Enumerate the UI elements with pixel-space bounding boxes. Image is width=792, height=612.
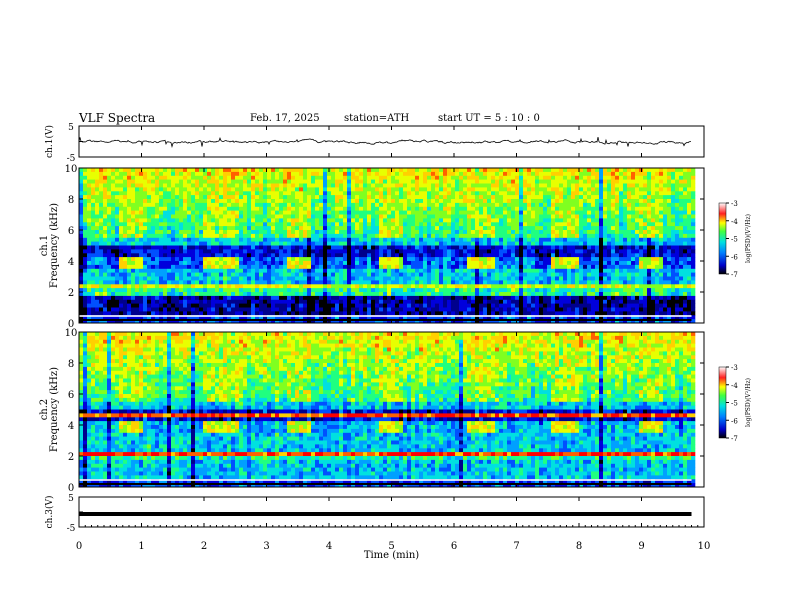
ytick-label-ch1: 8	[68, 195, 74, 206]
ytick-label-ch2: 10	[65, 328, 78, 339]
xtick-label: 6	[451, 541, 457, 552]
colorbar-tick-ch1: -6	[731, 253, 738, 261]
xtick-label: 0	[76, 541, 82, 552]
ylabel-frequency-ch1: Frequency (kHz)	[49, 203, 60, 288]
xtick-label: 2	[201, 541, 207, 552]
colorbar-ch1	[719, 203, 726, 274]
xtick-label: 8	[576, 541, 582, 552]
spectrogram-ch2	[79, 332, 695, 487]
xtick-label: 9	[638, 541, 644, 552]
ch1-waveform-ylabel: ch.1(V)	[44, 125, 55, 158]
ytick-label-ch1: 2	[68, 288, 74, 299]
xtick-label: 7	[513, 541, 519, 552]
ch1-waveform-ytick-top: 5	[68, 123, 74, 133]
ytick-label-ch1: 10	[65, 164, 78, 175]
xaxis-label: Time (min)	[364, 550, 419, 561]
colorbar-tick-ch2: -6	[731, 417, 738, 425]
colorbar-tick-ch1: -7	[731, 271, 738, 279]
ytick-label-ch1: 4	[68, 257, 74, 268]
colorbar-label-ch2: log(PSD)(V²/Hz)	[745, 378, 752, 427]
ylabel-frequency-ch2: Frequency (kHz)	[49, 367, 60, 452]
xtick-label: 4	[326, 541, 332, 552]
colorbar-tick-ch2: -5	[731, 400, 738, 408]
colorbar-tick-ch2: -4	[731, 382, 738, 390]
ytick-label-ch2: 4	[68, 421, 74, 432]
colorbar-tick-ch2: -7	[731, 435, 738, 443]
xtick-label: 10	[698, 541, 711, 552]
ytick-label-ch2: 2	[68, 452, 74, 463]
ytick-label-ch2: 8	[68, 359, 74, 370]
ytick-label-ch2: 0	[68, 483, 74, 494]
ch1-waveform-frame	[79, 126, 704, 157]
colorbar-tick-ch2: -3	[731, 364, 738, 372]
ch3-waveform-ytick-bottom: -5	[67, 524, 76, 534]
colorbar-label-ch1: log(PSD)(V²/Hz)	[745, 214, 752, 263]
colorbar-tick-ch1: -4	[731, 218, 738, 226]
ytick-label-ch1: 6	[68, 226, 74, 237]
xtick-label: 1	[138, 541, 144, 552]
colorbar-tick-ch1: -5	[731, 236, 738, 244]
ch1-waveform-ytick-bottom: -5	[67, 154, 76, 164]
ch1-waveform-trace	[79, 137, 691, 146]
colorbar-ch2	[719, 367, 726, 438]
ch3-waveform-ylabel: ch.3(V)	[44, 496, 55, 529]
spectrogram-ch1	[79, 168, 695, 323]
colorbar-tick-ch1: -3	[731, 200, 738, 208]
ch3-waveform-ytick-top: 5	[68, 494, 74, 504]
ytick-label-ch2: 6	[68, 390, 74, 401]
xtick-label: 3	[263, 541, 269, 552]
